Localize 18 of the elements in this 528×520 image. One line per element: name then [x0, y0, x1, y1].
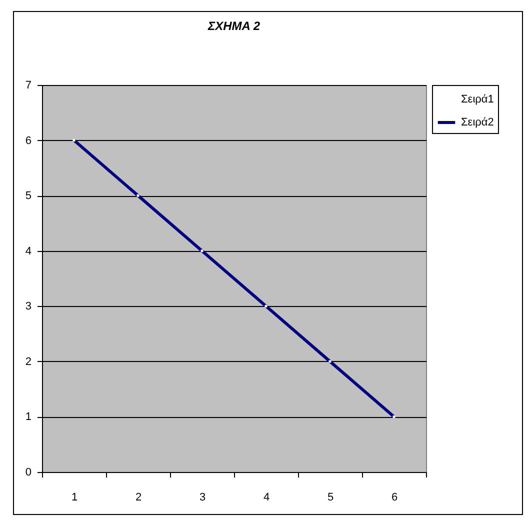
legend-label: Σειρά2 [461, 116, 494, 128]
y-tick-label: 1 [25, 411, 32, 424]
line-series [72, 138, 396, 418]
x-tick-label: 3 [199, 492, 206, 504]
y-tick-label: 0 [25, 466, 32, 478]
text: Σειρά1 [461, 94, 494, 106]
x-tick-label: 6 [391, 492, 398, 504]
y-tick-label: 7 [25, 80, 32, 92]
y-tick-label: 6 [25, 134, 32, 147]
x-tick-label: 4 [263, 492, 270, 504]
y-tick-label: 5 [25, 190, 32, 202]
x-tick-label: 2 [135, 492, 142, 504]
x-tick-label: 5 [327, 492, 334, 504]
x-tick-label: 1 [71, 492, 78, 504]
y-tick-label: 3 [25, 300, 32, 313]
chart-title: ΣΧΗΜΑ 2 [207, 19, 260, 33]
y-tick-label: 2 [25, 356, 32, 368]
y-tick-label: 4 [25, 245, 32, 258]
